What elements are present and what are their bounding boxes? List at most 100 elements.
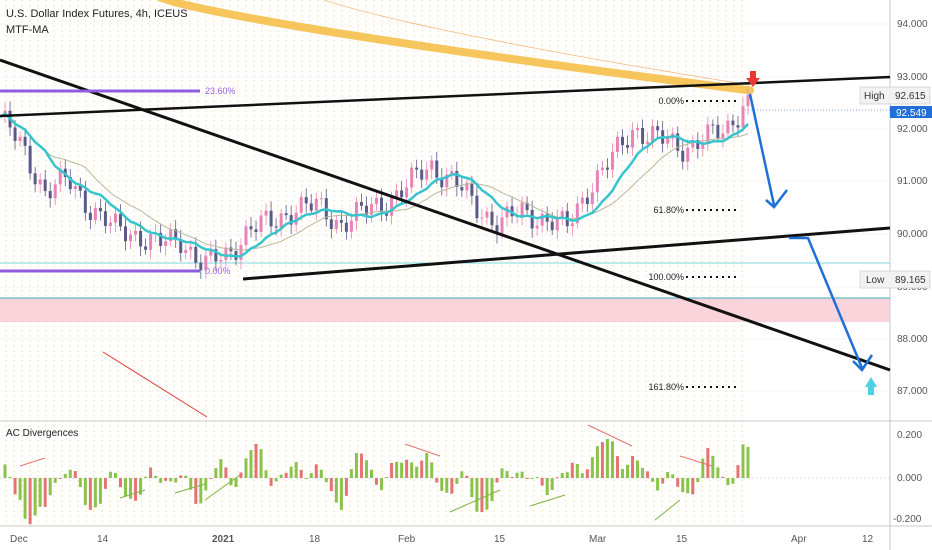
oscillator-bar bbox=[354, 453, 358, 478]
fib-right-0-label: 0.00% bbox=[658, 96, 684, 106]
candle bbox=[731, 114, 735, 133]
candle bbox=[450, 164, 454, 180]
oscillator-bar bbox=[108, 471, 112, 478]
oscillator-bar bbox=[420, 460, 424, 478]
candle bbox=[545, 206, 549, 232]
oscillator-bar bbox=[174, 478, 178, 483]
oscillator-bar bbox=[184, 475, 188, 478]
oscillator-bar bbox=[289, 466, 293, 478]
high-price-tag[interactable]: High 92.615 bbox=[859, 86, 931, 105]
candle bbox=[666, 129, 670, 150]
candle bbox=[656, 120, 660, 139]
upper-channel-line[interactable] bbox=[0, 75, 891, 118]
oscillator-title[interactable]: AC Divergences bbox=[6, 428, 78, 439]
price-tick: 92.000 bbox=[897, 124, 928, 135]
oscillator-bar bbox=[344, 478, 348, 496]
oscillator-bars bbox=[3, 438, 750, 525]
low-price-tag[interactable]: Low 89.165 bbox=[859, 270, 931, 289]
oscillator-bar bbox=[319, 469, 323, 478]
high-value: 92.615 bbox=[895, 91, 926, 102]
candle bbox=[209, 241, 213, 262]
oscillator-bar bbox=[545, 478, 549, 496]
oscillator-bar bbox=[535, 476, 539, 478]
time-tick: 2021 bbox=[212, 534, 235, 545]
oscillator-bar bbox=[500, 468, 504, 478]
candle bbox=[620, 129, 624, 155]
time-axis[interactable]: Dec 14 2021 18 Feb 15 Mar 15 Apr 12 bbox=[10, 534, 874, 545]
time-tick: Feb bbox=[398, 534, 416, 545]
current-price-tag[interactable]: 92.549 bbox=[890, 106, 932, 119]
candlesticks bbox=[3, 89, 750, 279]
oscillator-bar bbox=[73, 471, 77, 478]
candle bbox=[259, 210, 263, 238]
fib-right-618-label: 61.80% bbox=[653, 205, 684, 215]
candle bbox=[124, 217, 128, 251]
oscillator-bar bbox=[525, 478, 529, 479]
candle bbox=[299, 191, 303, 221]
candle bbox=[174, 220, 178, 248]
candle bbox=[319, 191, 323, 207]
candle bbox=[540, 208, 544, 233]
oscillator-bar bbox=[631, 455, 635, 478]
oscillator-bar bbox=[565, 472, 569, 478]
candle bbox=[184, 244, 188, 260]
oscillator-bar bbox=[706, 447, 710, 478]
oscillator-pane[interactable] bbox=[0, 422, 890, 526]
high-label: High bbox=[864, 91, 885, 102]
price-axis[interactable]: 94.000 93.000 92.000 91.000 90.000 89.00… bbox=[897, 19, 928, 397]
price-tick: 88.000 bbox=[897, 334, 928, 345]
time-tick: 15 bbox=[676, 534, 688, 545]
candle bbox=[375, 191, 379, 211]
candle bbox=[344, 213, 348, 240]
forecast-arrow-down-2[interactable] bbox=[789, 236, 864, 369]
oscillator-bar bbox=[329, 478, 333, 491]
candle bbox=[520, 196, 524, 226]
oscillator-bar bbox=[540, 478, 544, 486]
oscillator-bar bbox=[279, 474, 283, 478]
oscillator-bar bbox=[204, 478, 208, 491]
descending-trendline[interactable] bbox=[0, 58, 891, 372]
oscillator-bar bbox=[43, 478, 47, 508]
oscillator-bar bbox=[83, 478, 87, 505]
oscillator-bar bbox=[244, 458, 248, 478]
oscillator-bar bbox=[113, 472, 117, 478]
oscillator-bar bbox=[701, 458, 705, 478]
candle bbox=[334, 214, 338, 234]
candle bbox=[78, 177, 82, 198]
oscillator-bar bbox=[339, 478, 343, 510]
candle bbox=[108, 216, 112, 234]
candle bbox=[118, 204, 122, 231]
main-pane[interactable] bbox=[0, 0, 890, 420]
candle bbox=[349, 212, 353, 239]
osc-tick: -0.200 bbox=[893, 514, 922, 525]
oscillator-bar bbox=[475, 478, 479, 512]
buy-marker-icon[interactable] bbox=[865, 377, 877, 395]
fib-right-1618-label: 161.80% bbox=[648, 382, 684, 392]
oscillator-bar bbox=[605, 438, 609, 478]
lower-ascending-trendline[interactable] bbox=[242, 226, 891, 281]
red-diagonal-line bbox=[102, 351, 208, 418]
indicator-label[interactable]: MTF-MA bbox=[6, 24, 49, 36]
candle bbox=[314, 192, 318, 220]
sell-marker-icon[interactable] bbox=[746, 71, 760, 87]
candle bbox=[721, 123, 725, 148]
candle bbox=[410, 162, 414, 194]
candle bbox=[309, 194, 313, 215]
oscillator-bar bbox=[3, 464, 7, 478]
forecast-arrow-down-1[interactable] bbox=[748, 93, 776, 206]
candle bbox=[580, 192, 584, 213]
candle bbox=[68, 169, 72, 194]
candle bbox=[535, 216, 539, 236]
candle bbox=[103, 202, 107, 234]
oscillator-bar bbox=[284, 472, 288, 478]
oscillator-bar bbox=[495, 478, 499, 483]
oscillator-bar bbox=[646, 471, 650, 478]
symbol-title[interactable]: U.S. Dollar Index Futures, 4h, ICEUS bbox=[6, 8, 188, 20]
candle bbox=[134, 223, 138, 242]
oscillator-bar bbox=[179, 475, 183, 478]
candle bbox=[495, 215, 499, 244]
candle bbox=[38, 172, 42, 194]
candle bbox=[279, 209, 283, 237]
candle bbox=[159, 223, 163, 253]
